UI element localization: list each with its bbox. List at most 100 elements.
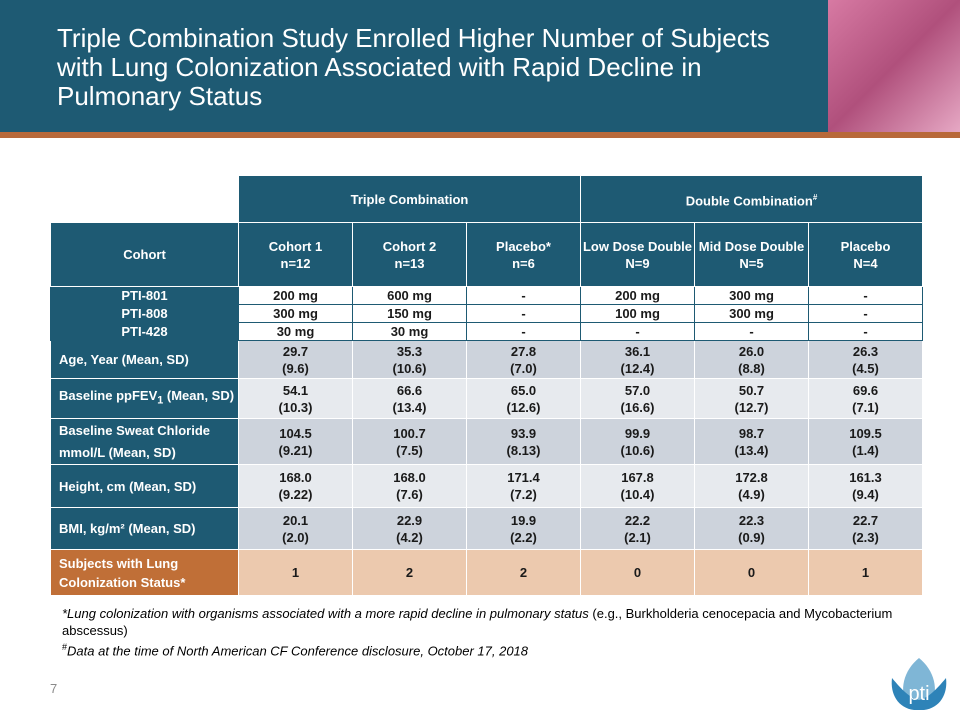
- table-cell: 50.7 (12.7): [694, 378, 809, 419]
- table-row: Height, cm (Mean, SD) 168.0 (9.22) 168.0 (7.…: [50, 464, 923, 508]
- table-cell: 2: [466, 549, 581, 596]
- column-n: n=12: [280, 255, 311, 271]
- cell-mean: 29.7: [282, 343, 309, 359]
- cell-value: 100 mg: [615, 306, 660, 321]
- row-label: Age, Year (Mean, SD): [50, 340, 239, 379]
- table-cell: 161.3 (9.4): [808, 464, 923, 508]
- cell-sd: (12.7): [734, 399, 769, 415]
- cell-mean: 57.0: [624, 382, 651, 398]
- table-cell: 20.1 (2.0): [238, 507, 353, 550]
- footnote-italic: *Lung colonization with organisms associ…: [62, 606, 589, 621]
- table-cell: 2: [352, 549, 467, 596]
- cell-mean: 54.1: [282, 382, 309, 398]
- table-cell: 22.2 (2.1): [580, 507, 695, 550]
- cell-mean: 65.0: [510, 382, 537, 398]
- footnote-text: (e.g., Burkholderia cenocepacia and Myco…: [62, 606, 893, 638]
- column-n: N=9: [625, 255, 650, 271]
- row-label-text: Height, cm (Mean, SD): [59, 478, 197, 494]
- cell-mean: 161.3: [849, 470, 882, 485]
- cell-sd: (7.2): [510, 487, 537, 502]
- table-cell: 109.5 (1.4): [808, 418, 923, 465]
- cell-mean: 36.1: [624, 343, 651, 359]
- cell-sd: (9.21): [278, 442, 313, 458]
- table-row: PTI-801 200 mg 600 mg - 200 mg 300 mg -: [50, 286, 923, 305]
- cell-mean: 22.2: [624, 512, 651, 528]
- table-cell: 22.3 (0.9): [694, 507, 809, 550]
- table-cell: -: [466, 286, 581, 305]
- cell-mean: 171.4: [507, 470, 540, 485]
- cell-mean: 100.7: [393, 425, 426, 441]
- group-mark: #: [812, 192, 818, 202]
- table-cell: -: [466, 322, 581, 341]
- table-cell: 150 mg: [352, 304, 467, 323]
- cell-value: -: [635, 324, 640, 339]
- table-cell: -: [694, 322, 809, 341]
- row-label: Baseline Sweat Chloride mmol/L (Mean, SD): [50, 418, 239, 465]
- cell-value: 300 mg: [729, 306, 774, 321]
- cell-mean: 22.3: [738, 512, 765, 528]
- cell-value: -: [863, 306, 868, 321]
- column-header: Cohort 2 n=13: [352, 222, 467, 287]
- cell-value: -: [863, 288, 868, 303]
- table-cell: 600 mg: [352, 286, 467, 305]
- table-cell: -: [466, 304, 581, 323]
- table-cell: 22.7 (2.3): [808, 507, 923, 550]
- group-header: Double Combination#: [580, 175, 923, 223]
- table-cell: 171.4 (7.2): [466, 464, 581, 508]
- column-header: Low Dose Double N=9: [580, 222, 695, 287]
- row-label-text: BMI, kg/m² (Mean, SD): [59, 521, 196, 536]
- cell-sd: (8.8): [738, 360, 765, 376]
- cell-sd: (10.3): [278, 399, 313, 415]
- cell-mean: 99.9: [624, 425, 651, 441]
- column-header: Mid Dose Double N=5: [694, 222, 809, 287]
- cell-value: -: [521, 306, 526, 321]
- column-name: Cohort 1: [268, 238, 323, 254]
- header-band: [0, 0, 960, 132]
- logo: pti: [891, 658, 947, 710]
- cell-sd: (12.4): [620, 360, 655, 376]
- slide-title: Triple Combination Study Enrolled Higher…: [57, 23, 770, 111]
- column-header: Placebo* n=6: [466, 222, 581, 287]
- row-label: Subjects with Lung Colonization Status*: [50, 549, 239, 596]
- row-label: Baseline ppFEV1 (Mean, SD): [50, 378, 239, 419]
- row-label: PTI-428: [50, 322, 239, 341]
- cell-mean: 22.9: [396, 512, 423, 528]
- footnote: #Data at the time of North American CF C…: [62, 639, 960, 659]
- row-label-suffix: (Mean, SD): [163, 388, 235, 404]
- page-number: 7: [50, 681, 58, 696]
- row-label-line: Subjects with Lung: [59, 555, 179, 571]
- cell-sd: (12.6): [506, 399, 541, 415]
- table-cell: 26.3 (4.5): [808, 340, 923, 379]
- table-cell: 168.0 (9.22): [238, 464, 353, 508]
- cell-sd: (2.0): [282, 529, 309, 545]
- cell-mean: 98.7: [738, 425, 765, 441]
- table-row: PTI-428 30 mg 30 mg - - - -: [50, 322, 923, 341]
- cell-mean: 27.8: [510, 343, 537, 359]
- cell-value: 1: [861, 565, 870, 580]
- column-n: n=6: [512, 255, 535, 271]
- cell-mean: 93.9: [510, 425, 537, 441]
- cell-sd: (16.6): [620, 399, 655, 415]
- cell-sd: (7.6): [396, 487, 423, 502]
- cell-value: 30 mg: [276, 324, 315, 339]
- table-cell: 172.8 (4.9): [694, 464, 809, 508]
- table-cell: 1: [808, 549, 923, 596]
- cell-sd: (7.0): [510, 360, 537, 376]
- header-rule: [0, 132, 960, 138]
- row-label: PTI-808: [50, 304, 239, 323]
- column-name: Placebo*: [496, 238, 551, 254]
- cell-mean: 172.8: [735, 470, 768, 485]
- cell-sd: (9.4): [852, 487, 879, 502]
- column-n: N=4: [853, 255, 878, 271]
- group-label: Double Combination: [685, 193, 813, 209]
- table-cell: 300 mg: [694, 286, 809, 305]
- cell-value: -: [521, 288, 526, 303]
- table-cell: 54.1 (10.3): [238, 378, 353, 419]
- cell-sd: (10.4): [620, 487, 655, 502]
- column-n: N=5: [739, 255, 764, 271]
- cell-sd: (9.22): [278, 487, 313, 502]
- column-name: Mid Dose Double: [698, 238, 805, 254]
- table-cell: 1: [238, 549, 353, 596]
- table-cell: 22.9 (4.2): [352, 507, 467, 550]
- cell-value: -: [749, 324, 754, 339]
